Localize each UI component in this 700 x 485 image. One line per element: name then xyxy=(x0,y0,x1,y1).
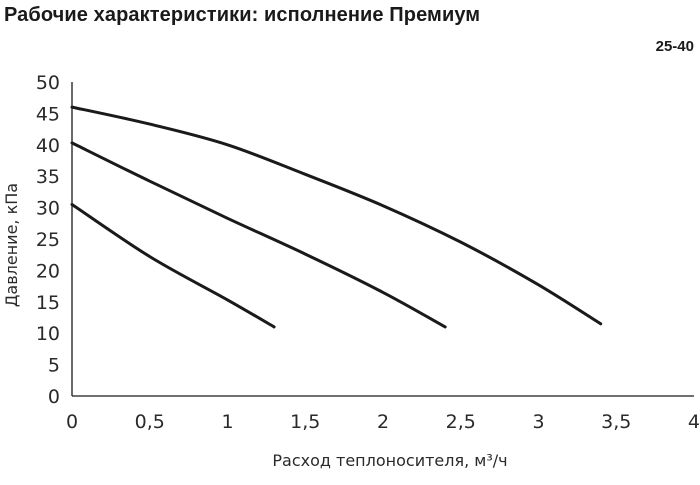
x-tick-label: 1,5 xyxy=(290,411,320,433)
x-tick-label: 3 xyxy=(532,411,544,433)
y-axis-label: Давление, кПа xyxy=(2,183,21,307)
y-tick-label: 40 xyxy=(36,135,60,157)
x-tick-label: 0 xyxy=(66,411,78,433)
chart-title: Рабочие характеристики: исполнение Преми… xyxy=(4,4,481,26)
x-tick-label: 3,5 xyxy=(601,411,631,433)
x-axis-label: Расход теплоносителя, м³/ч xyxy=(272,451,507,470)
y-tick-label: 25 xyxy=(36,229,60,251)
y-tick-label: 50 xyxy=(36,72,60,94)
pump-model-label: 25-40 xyxy=(655,38,694,55)
curve-speed-3 xyxy=(70,203,276,329)
y-tick-label: 35 xyxy=(36,166,60,188)
y-tick-label: 10 xyxy=(36,323,60,345)
x-tick-label: 1 xyxy=(221,411,233,433)
curve-speed-2 xyxy=(70,141,447,329)
y-tick-label: 15 xyxy=(36,292,60,314)
x-tick-labels: 0 0,5 1 1,5 2 2,5 3 3,5 4 xyxy=(66,411,700,433)
performance-curves xyxy=(70,105,603,329)
y-tick-label: 20 xyxy=(36,260,60,282)
y-tick-label: 5 xyxy=(48,355,60,377)
y-tick-label: 30 xyxy=(36,198,60,220)
x-tick-label: 0,5 xyxy=(135,411,165,433)
x-tick-label: 2 xyxy=(377,411,389,433)
curve-speed-1 xyxy=(70,105,603,326)
y-tick-label: 45 xyxy=(36,103,60,125)
x-tick-label: 2,5 xyxy=(446,411,476,433)
y-tick-labels: 0 5 10 15 20 25 30 35 40 45 50 xyxy=(36,72,60,408)
axes xyxy=(71,82,694,397)
y-tick-label: 0 xyxy=(48,386,60,408)
x-tick-label: 4 xyxy=(688,411,700,433)
